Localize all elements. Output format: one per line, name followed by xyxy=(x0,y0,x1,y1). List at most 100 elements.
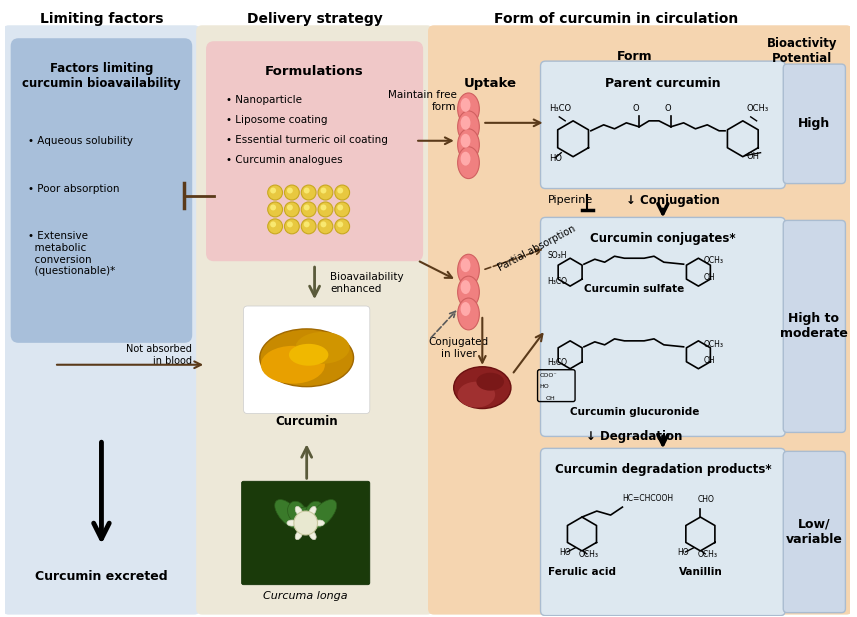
Text: HO: HO xyxy=(540,384,549,389)
Text: Curcuma longa: Curcuma longa xyxy=(263,590,348,601)
Text: Piperine: Piperine xyxy=(548,196,593,205)
Text: Curcumin: Curcumin xyxy=(275,415,338,428)
Text: Delivery strategy: Delivery strategy xyxy=(247,12,382,27)
Circle shape xyxy=(285,219,299,234)
Text: HO: HO xyxy=(549,154,562,163)
Text: Form: Form xyxy=(616,49,652,63)
Ellipse shape xyxy=(309,500,337,529)
Ellipse shape xyxy=(453,366,511,408)
Text: • Poor absorption: • Poor absorption xyxy=(28,184,120,194)
Text: Curcumin degradation products*: Curcumin degradation products* xyxy=(554,463,771,476)
Text: Not absorbed
in blood: Not absorbed in blood xyxy=(126,344,192,366)
FancyBboxPatch shape xyxy=(541,449,785,616)
Text: • Extensive
  metabolic
  conversion
  (questionable)*: • Extensive metabolic conversion (questi… xyxy=(28,231,116,276)
Text: OCH₃: OCH₃ xyxy=(746,104,769,113)
FancyBboxPatch shape xyxy=(541,217,785,436)
Text: OCH₃: OCH₃ xyxy=(698,550,717,559)
Text: Formulations: Formulations xyxy=(265,65,364,78)
Ellipse shape xyxy=(460,259,470,272)
Ellipse shape xyxy=(460,302,470,316)
Circle shape xyxy=(287,188,293,194)
Text: HO: HO xyxy=(560,548,571,557)
Text: Factors limiting
curcumin bioavailability: Factors limiting curcumin bioavailabilit… xyxy=(22,62,181,90)
Text: High: High xyxy=(798,117,830,130)
Circle shape xyxy=(335,202,350,217)
Text: Curcumin glucuronide: Curcumin glucuronide xyxy=(570,407,699,416)
Circle shape xyxy=(302,219,316,234)
Circle shape xyxy=(270,188,276,194)
Circle shape xyxy=(267,219,283,234)
Circle shape xyxy=(285,202,299,217)
Text: OH: OH xyxy=(746,152,760,160)
FancyBboxPatch shape xyxy=(783,220,845,433)
Text: OH: OH xyxy=(704,273,715,282)
Text: Curcumin sulfate: Curcumin sulfate xyxy=(584,284,685,294)
Text: Uptake: Uptake xyxy=(464,77,517,89)
FancyBboxPatch shape xyxy=(783,64,845,184)
Circle shape xyxy=(338,188,343,194)
Ellipse shape xyxy=(289,344,328,366)
Circle shape xyxy=(287,222,293,228)
Ellipse shape xyxy=(458,276,479,308)
Text: COO⁻: COO⁻ xyxy=(540,373,557,378)
Ellipse shape xyxy=(458,93,479,125)
FancyBboxPatch shape xyxy=(428,25,853,615)
Text: H₃CO: H₃CO xyxy=(548,358,567,366)
Circle shape xyxy=(318,219,333,234)
Text: HO: HO xyxy=(678,548,689,557)
Circle shape xyxy=(321,222,327,228)
Ellipse shape xyxy=(297,507,315,515)
Text: O: O xyxy=(633,104,639,113)
Circle shape xyxy=(321,188,327,194)
Text: OCH₃: OCH₃ xyxy=(704,340,723,349)
Ellipse shape xyxy=(296,332,350,364)
Text: High to
moderate: High to moderate xyxy=(780,312,848,340)
Circle shape xyxy=(335,219,350,234)
Circle shape xyxy=(318,185,333,200)
Ellipse shape xyxy=(458,147,479,178)
Text: Low/
variable: Low/ variable xyxy=(785,518,842,546)
Text: Partial absorption: Partial absorption xyxy=(496,223,577,273)
Circle shape xyxy=(303,204,309,210)
Text: OH: OH xyxy=(545,395,555,400)
Ellipse shape xyxy=(287,520,297,526)
Text: OCH₃: OCH₃ xyxy=(704,256,723,265)
FancyBboxPatch shape xyxy=(541,61,785,189)
Ellipse shape xyxy=(460,98,470,112)
FancyBboxPatch shape xyxy=(206,41,423,261)
Text: • Aqueous solubility: • Aqueous solubility xyxy=(28,136,134,146)
Text: • Liposome coating: • Liposome coating xyxy=(225,115,327,125)
Text: H₃CO: H₃CO xyxy=(548,277,567,286)
Circle shape xyxy=(294,511,318,535)
FancyBboxPatch shape xyxy=(3,25,201,615)
Text: SO₃H: SO₃H xyxy=(548,251,567,260)
Text: Limiting factors: Limiting factors xyxy=(39,12,163,27)
Ellipse shape xyxy=(458,298,479,330)
Text: Form of curcumin in circulation: Form of curcumin in circulation xyxy=(494,12,739,27)
Ellipse shape xyxy=(295,531,303,540)
Circle shape xyxy=(303,188,309,194)
Ellipse shape xyxy=(275,500,303,529)
Ellipse shape xyxy=(309,531,316,540)
FancyBboxPatch shape xyxy=(783,452,845,613)
Ellipse shape xyxy=(460,152,470,165)
Circle shape xyxy=(335,185,350,200)
Ellipse shape xyxy=(458,254,479,286)
Text: Vanillin: Vanillin xyxy=(679,567,722,577)
Text: Bioactivity
Potential: Bioactivity Potential xyxy=(767,37,837,65)
Circle shape xyxy=(287,204,293,210)
Ellipse shape xyxy=(260,329,354,387)
Ellipse shape xyxy=(309,507,316,516)
Circle shape xyxy=(303,222,309,228)
Text: Conjugated
in liver: Conjugated in liver xyxy=(428,337,488,358)
Circle shape xyxy=(338,204,343,210)
Text: Parent curcumin: Parent curcumin xyxy=(605,77,721,89)
Text: • Nanoparticle: • Nanoparticle xyxy=(225,95,302,105)
Ellipse shape xyxy=(261,346,325,384)
Text: CHO: CHO xyxy=(698,495,714,504)
Text: Maintain free
form: Maintain free form xyxy=(387,90,457,112)
Circle shape xyxy=(321,204,327,210)
Ellipse shape xyxy=(460,116,470,130)
FancyBboxPatch shape xyxy=(196,25,433,615)
Ellipse shape xyxy=(295,507,303,516)
